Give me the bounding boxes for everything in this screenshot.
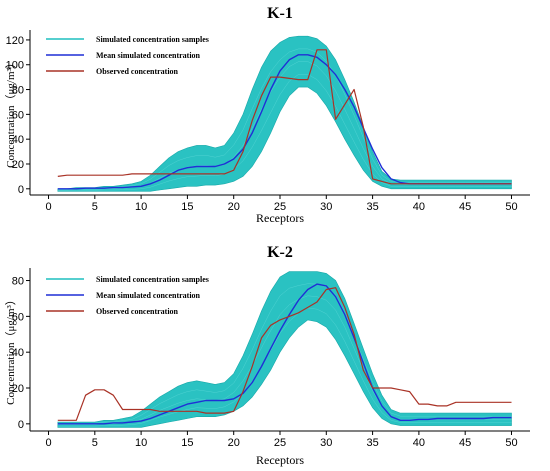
legend-mean-label: Mean simulated concentration bbox=[96, 51, 201, 60]
x-tick-label: 15 bbox=[181, 437, 193, 449]
legend-mean-label: Mean simulated concentration bbox=[96, 291, 201, 300]
x-tick-label: 30 bbox=[320, 437, 332, 449]
sample-strand bbox=[57, 307, 512, 427]
chart-k2: K-2 0 5 10 15 20 25 30 35 40 45 50 0 20 40 60 80 Receptor… bbox=[4, 244, 530, 467]
simulated-samples-band bbox=[57, 271, 512, 428]
y-tick-label: 0 bbox=[18, 184, 24, 196]
legend-observed-label: Observed concentration bbox=[96, 67, 179, 76]
chart-k1: K-1 0 5 10 15 20 25 30 35 40 45 50 0 20 40 60 80 100 120 Re… bbox=[4, 5, 530, 225]
x-tick-label: 25 bbox=[274, 201, 286, 213]
y-tick-label: 120 bbox=[6, 35, 24, 47]
observed-line bbox=[57, 287, 512, 421]
observed-line bbox=[57, 49, 512, 185]
simulated-samples-band bbox=[57, 35, 512, 192]
x-tick-label: 20 bbox=[228, 437, 240, 449]
x-tick-label: 5 bbox=[92, 201, 98, 213]
y-tick-label: 0 bbox=[18, 419, 24, 431]
x-tick-label: 50 bbox=[505, 437, 517, 449]
chart-title: K-1 bbox=[267, 5, 293, 22]
chart-title: K-2 bbox=[267, 244, 293, 261]
x-tick-label: 10 bbox=[135, 437, 147, 449]
x-tick-label: 20 bbox=[228, 201, 240, 213]
sample-strand bbox=[57, 283, 512, 424]
mean-simulated-line bbox=[57, 283, 512, 425]
y-tick-label: 20 bbox=[12, 159, 24, 171]
legend-samples-label: Simulated concentration samples bbox=[96, 275, 209, 284]
y-axis-label: Concentration（μg/m³） bbox=[4, 57, 17, 168]
sample-strand bbox=[57, 48, 512, 190]
y-tick-label: 40 bbox=[12, 134, 24, 146]
x-tick-label: 40 bbox=[413, 201, 425, 213]
x-tick-label: 40 bbox=[413, 437, 425, 449]
y-tick-label: 80 bbox=[12, 85, 24, 97]
x-tick-label: 15 bbox=[181, 201, 193, 213]
x-tick-label: 30 bbox=[320, 201, 332, 213]
y-tick-label: 20 bbox=[12, 383, 24, 395]
legend-observed-label: Observed concentration bbox=[96, 307, 179, 316]
x-tick-label: 10 bbox=[135, 201, 147, 213]
y-tick-label: 60 bbox=[12, 311, 24, 323]
legend-samples-label: Simulated concentration samples bbox=[96, 35, 209, 44]
x-axis-label: Receptors bbox=[256, 211, 304, 225]
y-tick-label: 100 bbox=[6, 60, 24, 72]
y-tick-label: 60 bbox=[12, 109, 24, 121]
x-tick-label: 0 bbox=[45, 201, 51, 213]
x-tick-label: 35 bbox=[366, 437, 378, 449]
x-tick-label: 5 bbox=[92, 437, 98, 449]
y-tick-label: 80 bbox=[12, 276, 24, 288]
sample-strand bbox=[57, 74, 512, 191]
x-tick-label: 25 bbox=[274, 437, 286, 449]
x-tick-label: 0 bbox=[45, 437, 51, 449]
y-axis-label: Concentration（μg/m³） bbox=[4, 294, 17, 405]
x-tick-label: 50 bbox=[505, 201, 517, 213]
y-tick-label: 40 bbox=[12, 347, 24, 359]
x-tick-label: 35 bbox=[366, 201, 378, 213]
x-tick-label: 45 bbox=[459, 437, 471, 449]
x-axis-label: Receptors bbox=[256, 453, 304, 467]
x-tick-label: 45 bbox=[459, 201, 471, 213]
